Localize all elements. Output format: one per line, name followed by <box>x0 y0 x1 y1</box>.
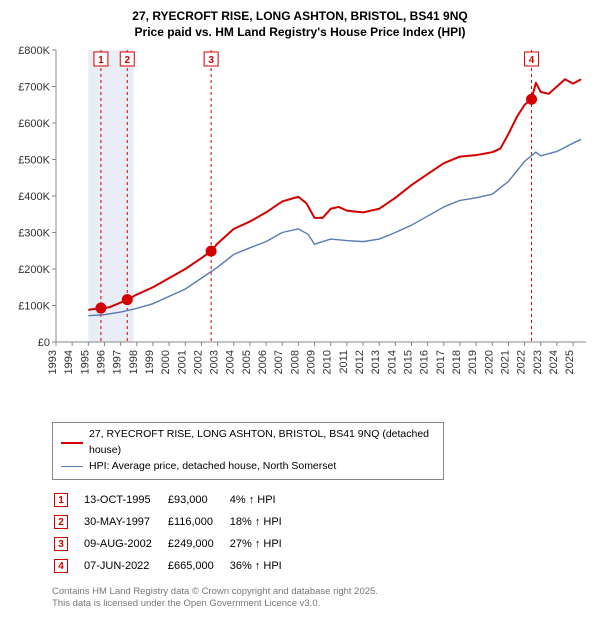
events-table: 113-OCT-1995£93,0004% ↑ HPI230-MAY-1997£… <box>52 488 298 578</box>
event-price: £93,000 <box>168 490 228 510</box>
chart-container: 27, RYECROFT RISE, LONG ASHTON, BRISTOL,… <box>0 0 600 609</box>
license-text: Contains HM Land Registry data © Crown c… <box>52 586 590 610</box>
event-marker <box>527 95 537 105</box>
license-line-1: Contains HM Land Registry data © Crown c… <box>52 586 590 598</box>
chart-svg: £0 £100K £200K £300K £400K £500K £600K £700K £80… <box>10 46 590 416</box>
event-marker <box>122 295 132 305</box>
legend-item: 27, RYECROFT RISE, LONG ASHTON, BRISTOL,… <box>61 427 435 459</box>
x-tick-label: 2007 <box>273 350 285 374</box>
x-tick-label: 2018 <box>451 350 463 374</box>
x-tick-label: 2014 <box>386 350 398 374</box>
series-hpi <box>88 140 581 316</box>
license-line-2: This data is licensed under the Open Gov… <box>52 598 590 610</box>
x-tick-label: 1994 <box>63 350 75 374</box>
event-number: 1 <box>54 493 68 507</box>
legend-item: HPI: Average price, detached house, Nort… <box>61 459 435 475</box>
x-tick-label: 2023 <box>532 350 544 374</box>
x-tick-label: 1999 <box>144 350 156 374</box>
event-row: 1 13-OCT-1995£93,0004% ↑ HPI <box>54 490 296 510</box>
legend: 27, RYECROFT RISE, LONG ASHTON, BRISTOL,… <box>52 422 444 479</box>
chart: £0 £100K £200K £300K £400K £500K £600K £700K £80… <box>10 46 590 416</box>
event-flag-label: 2 <box>124 55 130 66</box>
x-tick-label: 2013 <box>370 350 382 374</box>
event-date: 30-MAY-1997 <box>84 512 166 532</box>
event-number: 2 <box>54 515 68 529</box>
event-price: £249,000 <box>168 534 228 554</box>
event-row: 3 09-AUG-2002£249,00027% ↑ HPI <box>54 534 296 554</box>
event-flag-label: 4 <box>529 55 535 66</box>
event-flag-label: 1 <box>98 55 104 66</box>
title-line-1: 27, RYECROFT RISE, LONG ASHTON, BRISTOL,… <box>10 8 590 24</box>
x-tick-label: 2011 <box>338 350 350 374</box>
y-tick-label: £800K <box>18 46 50 57</box>
series-price-paid <box>88 80 581 311</box>
x-tick-label: 1997 <box>112 350 124 374</box>
x-tick-label: 2006 <box>257 350 269 374</box>
x-tick-label: 2015 <box>402 350 414 374</box>
event-flag-label: 3 <box>208 55 214 66</box>
x-tick-label: 2017 <box>435 350 447 374</box>
y-tick-label: £400K <box>18 191 50 203</box>
event-number: 3 <box>54 537 68 551</box>
x-tick-label: 1995 <box>79 350 91 374</box>
event-row: 4 07-JUN-2022£665,00036% ↑ HPI <box>54 556 296 576</box>
x-tick-label: 2008 <box>289 350 301 374</box>
y-tick-label: £700K <box>18 82 50 94</box>
x-tick-label: 2020 <box>483 350 495 374</box>
x-tick-label: 1996 <box>95 350 107 374</box>
event-marker <box>206 246 216 256</box>
y-tick-label: £200K <box>18 264 50 276</box>
y-tick-label: £100K <box>18 301 50 313</box>
event-date: 09-AUG-2002 <box>84 534 166 554</box>
event-date: 13-OCT-1995 <box>84 490 166 510</box>
title-block: 27, RYECROFT RISE, LONG ASHTON, BRISTOL,… <box>10 8 590 40</box>
x-tick-label: 2002 <box>192 350 204 374</box>
x-tick-label: 2024 <box>548 350 560 374</box>
event-delta: 4% ↑ HPI <box>230 490 296 510</box>
x-tick-label: 2010 <box>322 350 334 374</box>
x-tick-label: 2022 <box>516 350 528 374</box>
y-tick-label: £0 <box>38 337 50 349</box>
x-tick-label: 2019 <box>467 350 479 374</box>
x-tick-label: 2016 <box>419 350 431 374</box>
event-price: £116,000 <box>168 512 228 532</box>
event-date: 07-JUN-2022 <box>84 556 166 576</box>
x-tick-label: 2000 <box>160 350 172 374</box>
x-tick-label: 2009 <box>306 350 318 374</box>
x-tick-label: 2012 <box>354 350 366 374</box>
event-delta: 27% ↑ HPI <box>230 534 296 554</box>
event-delta: 18% ↑ HPI <box>230 512 296 532</box>
x-tick-label: 1998 <box>128 350 140 374</box>
legend-swatch <box>61 442 83 444</box>
event-marker <box>96 303 106 313</box>
event-delta: 36% ↑ HPI <box>230 556 296 576</box>
legend-swatch <box>61 466 83 467</box>
legend-label: 27, RYECROFT RISE, LONG ASHTON, BRISTOL,… <box>89 427 435 459</box>
y-tick-label: £300K <box>18 228 50 240</box>
x-tick-label: 2004 <box>225 350 237 374</box>
x-tick-label: 2003 <box>209 350 221 374</box>
x-tick-label: 1993 <box>47 350 59 374</box>
event-row: 2 30-MAY-1997£116,00018% ↑ HPI <box>54 512 296 532</box>
x-tick-label: 2021 <box>499 350 511 374</box>
x-tick-label: 2005 <box>241 350 253 374</box>
x-tick-label: 2025 <box>564 350 576 374</box>
title-line-2: Price paid vs. HM Land Registry's House … <box>10 24 590 40</box>
y-tick-label: £500K <box>18 155 50 167</box>
event-number: 4 <box>54 559 68 573</box>
event-price: £665,000 <box>168 556 228 576</box>
legend-label: HPI: Average price, detached house, Nort… <box>89 459 336 475</box>
y-tick-label: £600K <box>18 118 50 130</box>
x-tick-label: 2001 <box>176 350 188 374</box>
